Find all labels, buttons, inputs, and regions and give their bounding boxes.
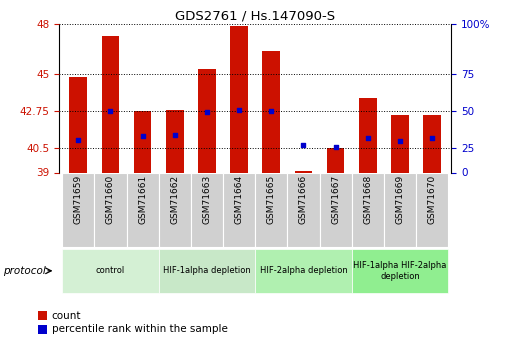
Text: HIF-1alpha depletion: HIF-1alpha depletion <box>163 266 251 275</box>
Point <box>300 142 308 148</box>
Text: GSM71662: GSM71662 <box>170 175 180 224</box>
Point <box>364 135 372 141</box>
Bar <box>320 172 352 247</box>
Bar <box>263 50 280 172</box>
Text: GSM71665: GSM71665 <box>267 175 276 224</box>
Text: protocol: protocol <box>3 266 45 276</box>
Bar <box>166 110 184 172</box>
Point <box>331 144 340 150</box>
Bar <box>62 172 94 247</box>
Point <box>74 137 83 142</box>
Text: GSM71668: GSM71668 <box>363 175 372 224</box>
Text: GSM71663: GSM71663 <box>203 175 211 224</box>
Text: GSM71660: GSM71660 <box>106 175 115 224</box>
Text: GSM71669: GSM71669 <box>396 175 404 224</box>
Bar <box>416 172 448 247</box>
Bar <box>230 26 248 172</box>
Text: HIF-1alpha HIF-2alpha
depletion: HIF-1alpha HIF-2alpha depletion <box>353 261 447 280</box>
Text: GSM71666: GSM71666 <box>299 175 308 224</box>
Bar <box>352 172 384 247</box>
Bar <box>223 172 255 247</box>
Point <box>267 108 275 114</box>
Bar <box>327 148 345 172</box>
Text: GSM71661: GSM71661 <box>138 175 147 224</box>
Bar <box>127 172 159 247</box>
Text: control: control <box>96 266 125 275</box>
Bar <box>134 111 151 172</box>
Bar <box>62 249 159 293</box>
Bar <box>94 172 127 247</box>
Point <box>106 108 114 114</box>
Bar <box>159 172 191 247</box>
Point <box>396 138 404 144</box>
Bar <box>191 172 223 247</box>
Text: GSM71659: GSM71659 <box>74 175 83 224</box>
Bar <box>391 115 409 172</box>
Bar <box>102 36 120 172</box>
Bar <box>159 249 255 293</box>
Point <box>203 110 211 115</box>
Bar <box>384 172 416 247</box>
Point <box>235 107 243 112</box>
Bar <box>38 325 47 334</box>
Text: count: count <box>52 311 82 321</box>
Bar <box>38 311 47 320</box>
Bar <box>423 115 441 172</box>
Point <box>139 134 147 139</box>
Bar <box>352 249 448 293</box>
Text: GSM71664: GSM71664 <box>234 175 244 224</box>
Text: HIF-2alpha depletion: HIF-2alpha depletion <box>260 266 347 275</box>
Bar <box>198 69 216 172</box>
Title: GDS2761 / Hs.147090-S: GDS2761 / Hs.147090-S <box>175 10 336 23</box>
Point <box>171 132 179 137</box>
Bar <box>69 77 87 172</box>
Bar <box>359 98 377 172</box>
Bar <box>294 171 312 172</box>
Point <box>428 135 436 141</box>
Text: GSM71667: GSM71667 <box>331 175 340 224</box>
Text: GSM71670: GSM71670 <box>428 175 437 224</box>
Text: percentile rank within the sample: percentile rank within the sample <box>52 325 228 334</box>
Bar <box>255 249 352 293</box>
Bar <box>287 172 320 247</box>
Bar <box>255 172 287 247</box>
